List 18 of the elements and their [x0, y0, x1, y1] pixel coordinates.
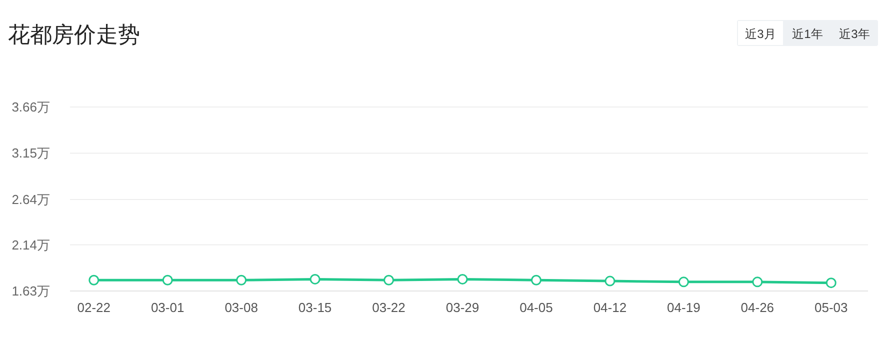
x-tick-label: 04-26 [740, 300, 774, 315]
range-buttons: 近3月 近1年 近3年 [737, 20, 878, 46]
x-tick-label: 04-05 [520, 300, 553, 315]
x-tick-label: 03-29 [446, 300, 480, 315]
x-tick-label: 02-22 [77, 300, 110, 315]
x-tick-label: 04-19 [667, 300, 700, 315]
y-tick-label: 1.63万 [12, 284, 50, 298]
y-tick-label: 3.15万 [12, 146, 50, 161]
chart-title: 花都房价走势 [8, 22, 140, 47]
x-tick-label: 03-22 [372, 300, 406, 315]
x-tick-label: 05-03 [814, 300, 848, 315]
y-tick-label: 3.66万 [12, 100, 50, 114]
y-tick-label: 2.14万 [12, 237, 50, 252]
y-tick-label: 2.64万 [12, 192, 50, 207]
x-tick-label: 03-15 [298, 300, 332, 315]
x-tick-label: 04-12 [593, 300, 627, 315]
x-tick-label: 03-01 [150, 300, 184, 315]
x-tick-label: 03-08 [224, 300, 258, 315]
